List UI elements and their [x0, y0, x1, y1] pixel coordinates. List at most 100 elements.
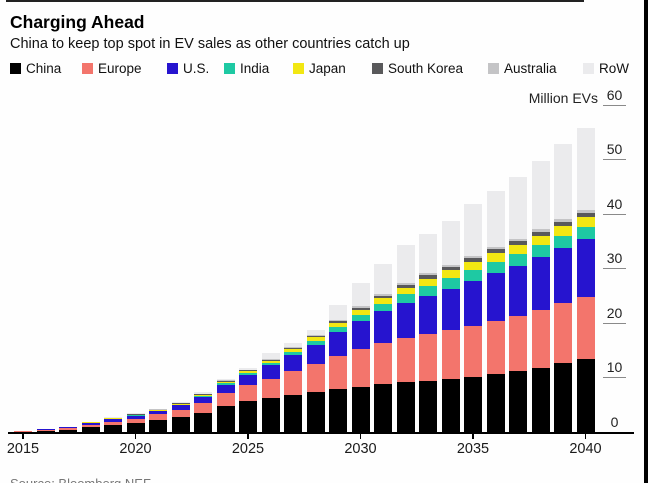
bar-segment-australia	[531, 228, 550, 232]
bar-2040	[576, 127, 595, 433]
bar-segment-australia	[441, 264, 460, 267]
x-tick-label-2030: 2030	[344, 441, 377, 457]
bar-segment-south-korea	[194, 394, 212, 396]
bar-segment-row	[194, 392, 212, 394]
bar-segment-u-s-	[14, 430, 32, 432]
bar-segment-row	[149, 408, 167, 410]
chart-title: Charging Ahead	[10, 12, 145, 32]
x-tick-2020	[134, 434, 137, 439]
bar-segment-europe	[216, 392, 235, 406]
y-tick-0: 0	[610, 414, 619, 430]
bar-segment-row	[486, 190, 505, 247]
bar-2025	[239, 367, 257, 433]
legend-label: Europe	[98, 61, 142, 76]
x-tick-2015	[22, 434, 24, 439]
bar-segment-u-s-	[239, 374, 257, 386]
bar-segment-china	[374, 383, 392, 433]
bar-segment-japan	[261, 360, 280, 363]
bar-segment-u-s-	[419, 295, 437, 334]
bar-2034	[441, 220, 460, 433]
bar-segment-u-s-	[216, 384, 235, 393]
bar-segment-europe	[59, 428, 77, 430]
x-tick-2035	[472, 434, 474, 439]
bar-segment-japan	[486, 253, 505, 262]
bar-segment-europe	[149, 414, 167, 420]
bar-2029	[329, 304, 347, 433]
legend-label: China	[26, 61, 62, 76]
bar-segment-australia	[464, 255, 482, 258]
bar-2035	[464, 204, 482, 433]
bar-segment-row	[329, 304, 347, 320]
bar-segment-row	[374, 264, 392, 294]
bar-segment-south-korea	[554, 221, 572, 227]
bar-segment-japan	[351, 309, 370, 315]
bar-2030	[351, 283, 370, 433]
bar-segment-europe	[441, 329, 460, 380]
bar-segment-india	[396, 294, 415, 303]
bar-segment-row	[419, 234, 437, 274]
bar-segment-u-s-	[59, 427, 77, 429]
legend-label: U.S.	[183, 61, 210, 76]
bar-segment-india	[419, 285, 437, 296]
bar-segment-japan	[306, 337, 325, 341]
top-edge-artifact	[6, 0, 584, 2]
bar-segment-china	[171, 416, 190, 433]
legend-item-row: RoW	[583, 61, 629, 76]
chart-legend: China Europe U.S. India Japan South Korea Aust…	[0, 61, 648, 81]
bar-segment-india	[261, 362, 280, 366]
y-tick-50: 50	[603, 141, 626, 160]
bar-segment-south-korea	[509, 241, 527, 246]
bar-segment-south-korea	[396, 284, 415, 288]
bar-segment-india	[306, 340, 325, 345]
bar-segment-china	[104, 424, 122, 433]
legend-item-australia: Australia	[488, 61, 557, 76]
bar-segment-u-s-	[306, 344, 325, 365]
bar-segment-europe	[284, 371, 302, 395]
bar-segment-india	[576, 227, 595, 239]
bar-segment-u-s-	[441, 288, 460, 330]
bar-segment-australia	[576, 209, 595, 213]
bar-2037	[509, 176, 527, 433]
bar-segment-row	[104, 417, 122, 418]
bar-segment-europe	[81, 424, 100, 427]
bar-segment-china	[306, 391, 325, 433]
bar-segment-europe	[126, 418, 145, 423]
bar-segment-india	[351, 314, 370, 322]
bar-segment-row	[554, 144, 572, 220]
bar-segment-europe	[554, 303, 572, 364]
bar-segment-europe	[351, 348, 370, 387]
x-tick-2040	[584, 434, 587, 439]
bar-segment-india	[149, 410, 167, 412]
bar-segment-row	[239, 367, 257, 370]
bar-segment-row	[171, 402, 190, 404]
legend-swatch-icon	[488, 63, 499, 74]
bar-segment-japan	[554, 226, 572, 236]
bar-segment-india	[531, 245, 550, 257]
bar-segment-china	[261, 398, 280, 433]
bar-segment-china	[81, 427, 100, 433]
bar-segment-japan	[329, 322, 347, 328]
bar-segment-china	[441, 379, 460, 433]
bar-segment-india	[194, 396, 212, 398]
bar-segment-u-s-	[351, 321, 370, 349]
legend-swatch-icon	[293, 63, 304, 74]
legend-item-china: China	[10, 61, 61, 76]
bar-segment-australia	[216, 380, 235, 381]
legend-swatch-icon	[82, 63, 93, 74]
bar-segment-u-s-	[104, 419, 122, 422]
bar-segment-china	[126, 422, 145, 433]
bar-2017	[59, 426, 77, 433]
bar-segment-japan	[171, 403, 190, 405]
bar-segment-south-korea	[284, 347, 302, 350]
bar-segment-south-korea	[261, 359, 280, 361]
bar-segment-row	[576, 127, 595, 210]
bar-segment-u-s-	[486, 273, 505, 321]
bar-segment-china	[554, 363, 572, 433]
bar-segment-u-s-	[531, 256, 550, 310]
bar-segment-row	[464, 204, 482, 256]
bar-segment-china	[464, 376, 482, 433]
bar-segment-south-korea	[171, 403, 190, 404]
bar-segment-australia	[554, 219, 572, 222]
bar-segment-europe	[306, 364, 325, 392]
bar-segment-china	[351, 386, 370, 433]
